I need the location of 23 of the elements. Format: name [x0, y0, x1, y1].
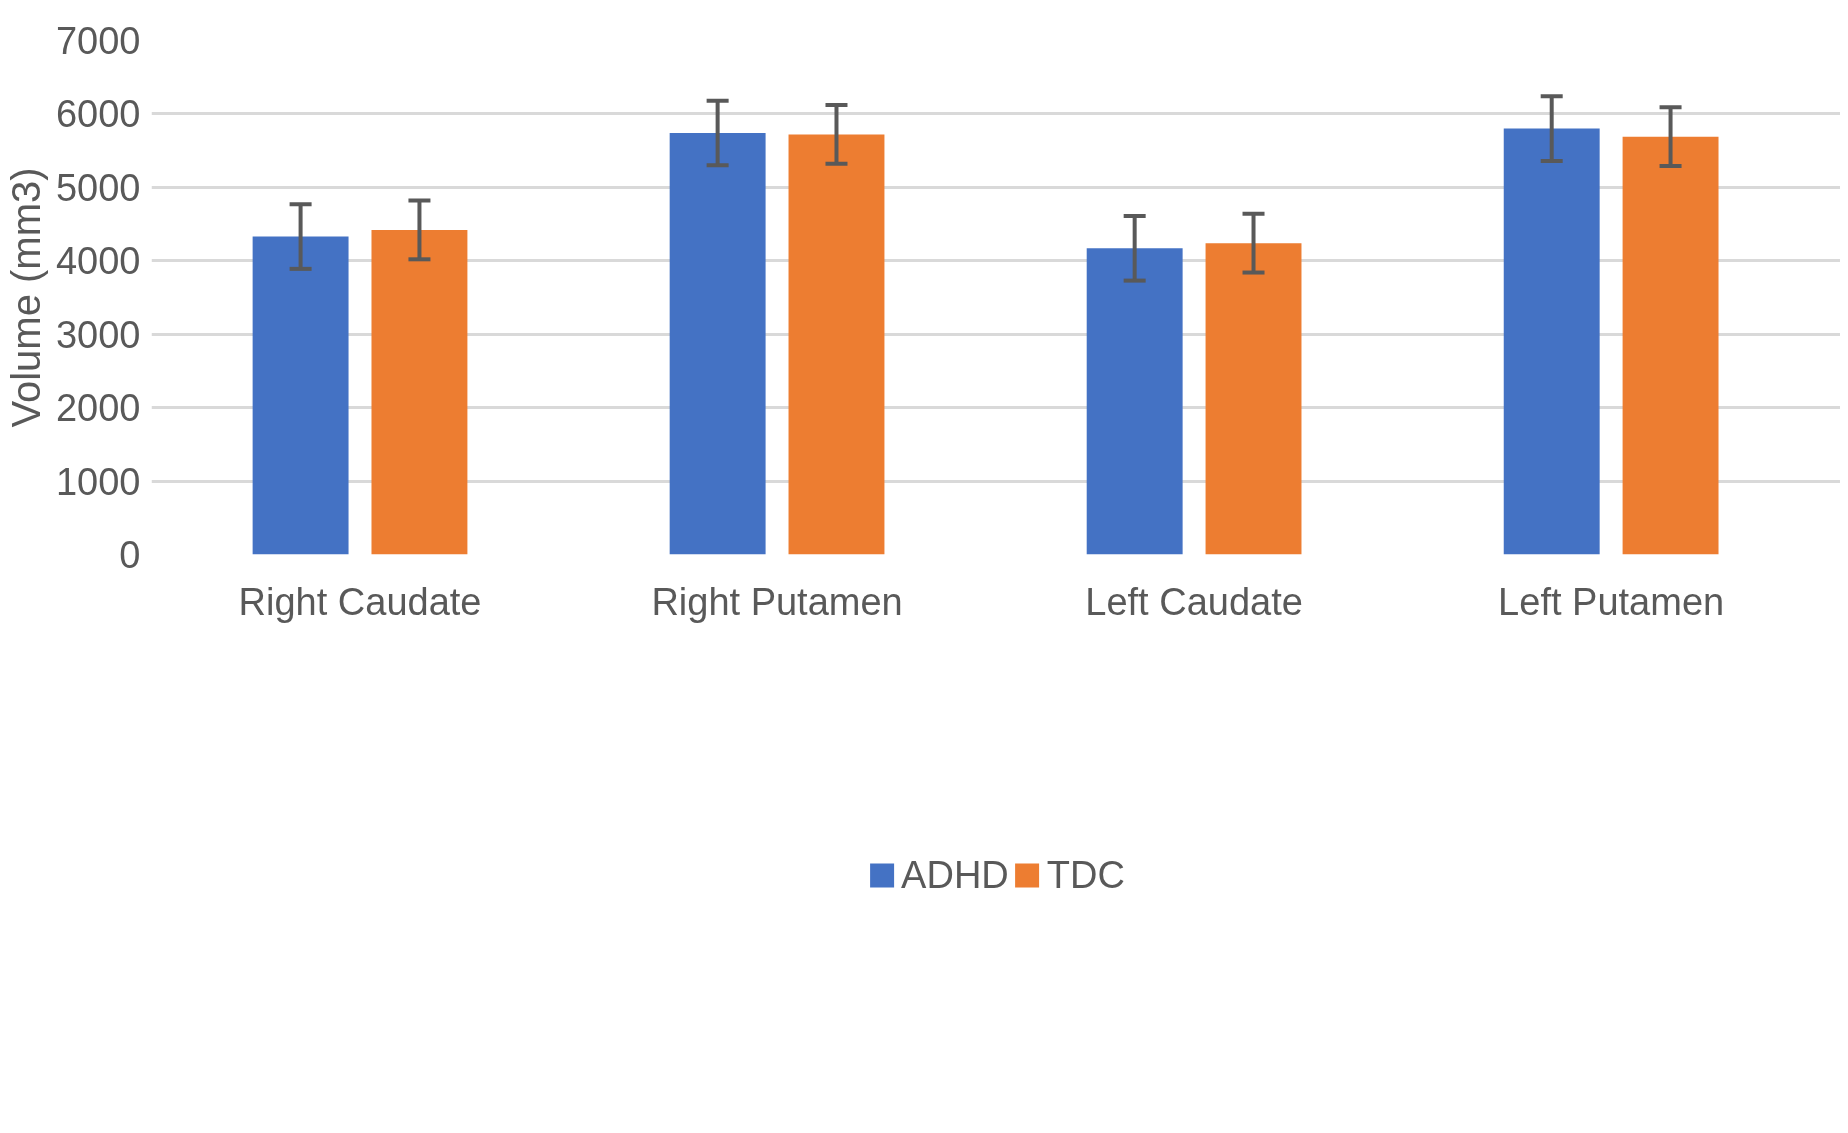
- bar: [371, 229, 468, 555]
- bar: [669, 133, 766, 555]
- x-tick-label: Right Caudate: [238, 580, 482, 623]
- y-tick-label: 6000: [55, 93, 141, 136]
- y-tick-label: 5000: [55, 166, 141, 209]
- x-tick-label: Left Caudate: [1085, 580, 1303, 623]
- bar: [788, 134, 885, 555]
- y-tick-label: 2000: [55, 387, 141, 430]
- y-tick-label: 7000: [55, 20, 141, 62]
- y-tick-label: 3000: [55, 313, 141, 356]
- y-axis-title: Volume (mm3): [3, 167, 48, 428]
- bar: [1086, 248, 1183, 555]
- y-tick-label: 0: [119, 534, 141, 576]
- x-tick-label: Left Putamen: [1498, 580, 1725, 623]
- bar: [252, 236, 349, 555]
- bar: [1622, 136, 1719, 555]
- legend-label: ADHD: [901, 853, 1009, 897]
- x-tick-label: Right Putamen: [651, 580, 903, 623]
- legend-label: TDC: [1046, 853, 1125, 897]
- bar: [1503, 128, 1600, 555]
- y-tick-label: 1000: [55, 460, 141, 503]
- y-tick-label: 4000: [55, 240, 141, 283]
- bar: [1205, 243, 1302, 555]
